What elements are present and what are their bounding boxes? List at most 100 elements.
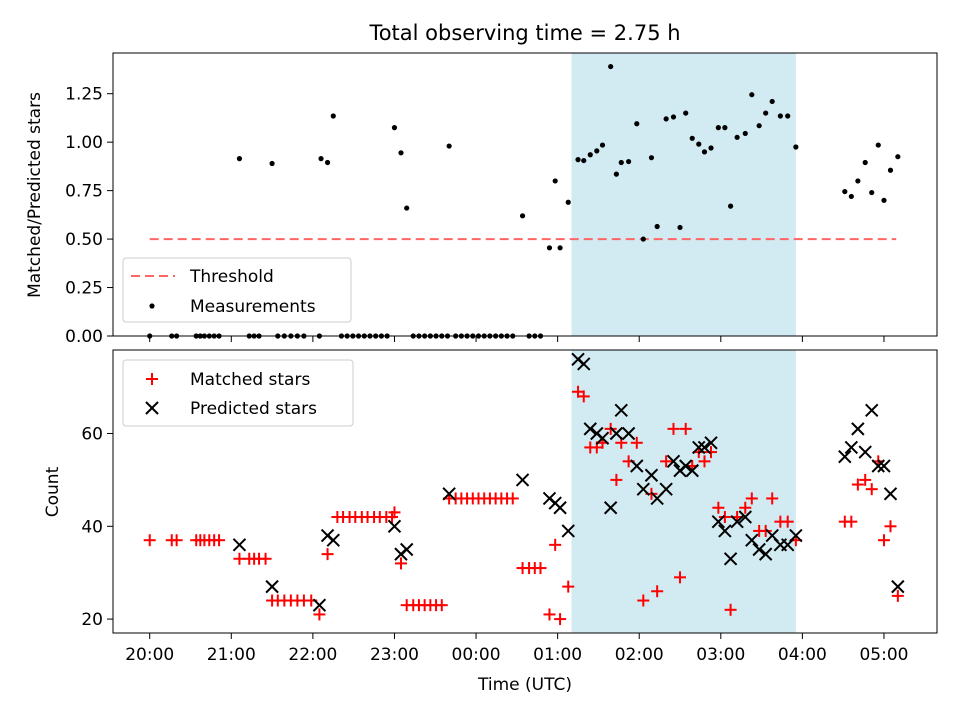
measurement-point xyxy=(793,144,799,150)
predicted-star-point xyxy=(595,431,610,445)
measurement-point xyxy=(565,199,571,205)
bottom-panel: 20 40 60 20:00 21:00 22:00 23:00 00:00 01:00 02:… xyxy=(43,349,938,695)
matched-star-point xyxy=(394,557,407,570)
predicted-star-point xyxy=(865,403,879,418)
top-y-tick-label: 0.25 xyxy=(65,279,103,299)
legend-measurement-swatch xyxy=(149,303,155,309)
measurement-point xyxy=(875,142,881,148)
measurement-point xyxy=(670,114,677,120)
top-legend: Threshold Measurements xyxy=(122,257,352,323)
measurement-point xyxy=(391,125,398,131)
predicted-star-point xyxy=(614,403,628,418)
matched-star-point xyxy=(549,538,562,551)
matched-star-point xyxy=(213,534,226,547)
measurement-point xyxy=(742,130,748,137)
legend-threshold-label: Threshold xyxy=(189,267,274,287)
predicted-star-point xyxy=(603,501,618,515)
measurement-point xyxy=(848,193,854,200)
top-highlight-band xyxy=(571,53,796,336)
predicted-star-point xyxy=(844,440,859,455)
measurement-point xyxy=(575,157,581,163)
predicted-star-point xyxy=(723,552,738,566)
measurement-point xyxy=(608,63,614,70)
matched-star-point xyxy=(739,501,752,514)
bottom-legend: Matched stars Predicted stars xyxy=(122,359,354,427)
measurement-point xyxy=(634,121,640,127)
measurement-point xyxy=(663,116,669,122)
measurement-point xyxy=(842,188,848,195)
matched-star-point xyxy=(637,594,650,607)
measurement-point xyxy=(599,142,606,148)
measurement-point xyxy=(869,189,875,196)
measurement-point xyxy=(769,98,775,105)
matched-star-point xyxy=(577,390,590,403)
measurement-point xyxy=(519,213,526,219)
predicted-star-point xyxy=(659,482,673,496)
predicted-star-point xyxy=(515,473,530,487)
predicted-star-point xyxy=(871,459,885,473)
predicted-star-point xyxy=(789,528,803,543)
top-y-tick-label: 0.00 xyxy=(65,327,103,347)
bottom-x-ticks: 20:00 21:00 22:00 23:00 00:00 01:00 02:00 03:00… xyxy=(125,633,908,665)
predicted-star-point xyxy=(609,426,624,441)
x-tick-label: 04:00 xyxy=(778,645,827,665)
measurement-point xyxy=(236,156,243,162)
top-legend-box xyxy=(122,257,352,323)
measurement-point xyxy=(404,205,410,211)
measurement-point xyxy=(887,167,894,173)
x-tick-label: 03:00 xyxy=(696,645,745,665)
predicted-star-point xyxy=(644,468,659,482)
matched-star-point xyxy=(562,580,575,593)
measurement-point xyxy=(552,178,558,184)
matched-star-point xyxy=(865,483,878,496)
legend-predicted-swatch xyxy=(145,401,159,415)
matched-star-point xyxy=(667,422,680,435)
matched-star-point xyxy=(388,506,401,519)
predicted-star-point xyxy=(877,459,891,473)
matched-star-point xyxy=(745,492,758,505)
predicted-star-point xyxy=(711,514,726,529)
top-y-tick-label: 0.75 xyxy=(65,182,103,202)
top-y-ticks: 0.00 0.25 0.50 0.75 1.00 1.25 xyxy=(65,85,113,347)
matched-star-point xyxy=(313,608,326,621)
measurement-point xyxy=(855,178,861,184)
predicted-star-point xyxy=(636,482,651,496)
measurement-point xyxy=(446,143,452,149)
top-y-tick-label: 1.25 xyxy=(65,85,103,105)
x-axis-label: Time (UTC) xyxy=(477,675,572,695)
predicted-star-point xyxy=(553,501,567,515)
bottom-y-axis-label: Count xyxy=(43,466,63,517)
predicted-star-point xyxy=(326,533,340,547)
predicted-star-point xyxy=(883,487,898,501)
x-tick-label: 01:00 xyxy=(533,645,582,665)
bottom-y-ticks: 20 40 60 xyxy=(81,425,113,630)
measurement-point xyxy=(715,125,721,131)
predicted-star-point xyxy=(312,598,327,612)
predicted-star-point xyxy=(442,487,456,501)
matched-star-point xyxy=(781,515,794,528)
matched-star-point xyxy=(679,422,692,435)
x-tick-label: 00:00 xyxy=(452,645,501,665)
measurement-point xyxy=(581,157,587,164)
measurement-point xyxy=(785,113,791,119)
predicted-star-point xyxy=(758,547,773,561)
measurement-point xyxy=(618,159,624,166)
predicted-star-point xyxy=(399,542,414,557)
matched-star-point xyxy=(610,473,623,486)
measurement-point xyxy=(654,223,660,230)
matched-star-point xyxy=(759,524,772,537)
matched-star-point xyxy=(534,562,547,575)
measurement-point xyxy=(683,110,689,116)
measurement-point xyxy=(546,245,553,251)
matched-star-point xyxy=(143,534,156,547)
predicted-star-point xyxy=(630,459,644,473)
top-x-ticks xyxy=(149,336,885,342)
predicted-star-point xyxy=(666,454,681,469)
measurement-point xyxy=(756,123,762,129)
measurement-point xyxy=(689,135,695,141)
measurement-point xyxy=(269,160,275,167)
chart-title: Total observing time = 2.75 h xyxy=(368,21,680,45)
matched-star-point xyxy=(718,511,731,524)
measurement-point xyxy=(722,125,728,131)
